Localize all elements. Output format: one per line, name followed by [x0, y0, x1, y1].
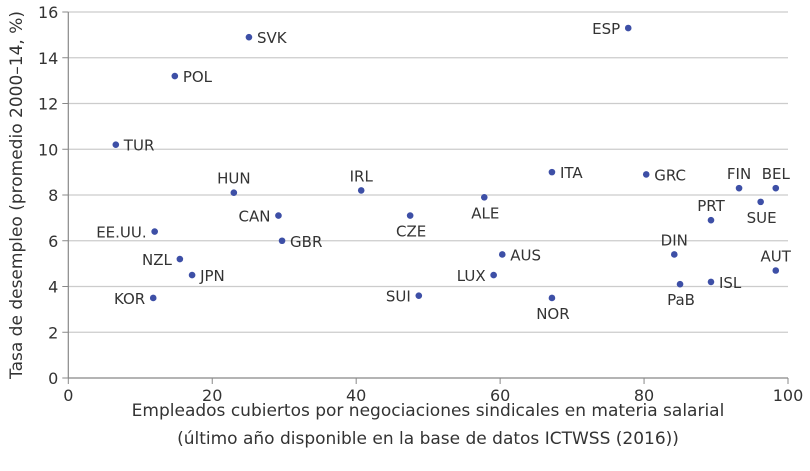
data-point-cze	[406, 212, 414, 219]
point-label: TUR	[123, 137, 155, 155]
point-label: NZL	[142, 251, 172, 269]
point-label: HUN	[217, 170, 250, 188]
point-label: POL	[183, 68, 213, 86]
data-point-can	[275, 212, 282, 219]
x-tick-label: 40	[346, 386, 366, 405]
x-tick-label: 100	[773, 386, 804, 405]
data-point-hun	[230, 189, 238, 197]
point-label: BEL	[762, 165, 791, 183]
point-label: FIN	[727, 165, 751, 183]
x-axis-title-line2: (último año disponible en la base de dat…	[177, 429, 679, 449]
y-tick-label: 0	[48, 369, 58, 388]
data-point-ale	[480, 193, 488, 201]
x-axis-title-line1: Empleados cubiertos por negociaciones si…	[132, 401, 725, 421]
y-axis-title: Tasa de desempleo (promedio 2000–14, %)	[7, 11, 27, 380]
point-label: NOR	[536, 305, 569, 323]
point-label: JPN	[199, 267, 225, 285]
data-points: SVK ESP POL TUR HUN IRL CAN CZE EE.UU. GBR NZL JPN K…	[96, 20, 792, 323]
point-label: ISL	[719, 274, 742, 292]
point-label: AUS	[510, 246, 541, 264]
x-tick-label: 60	[490, 386, 510, 405]
y-tick-label: 16	[38, 3, 58, 22]
point-label: EE.UU.	[96, 224, 146, 242]
data-point-grc	[642, 171, 650, 178]
y-tick-label: 4	[48, 278, 58, 297]
data-point-lux	[490, 271, 497, 279]
point-label: SUE	[747, 209, 777, 227]
y-tick-label: 12	[38, 95, 58, 114]
axes	[62, 11, 789, 384]
tick-labels: 0 2 4 6 8 10 12 14 16 0 20 40 60 80 100	[38, 3, 803, 405]
data-point-aus	[498, 251, 506, 258]
data-point-nzl	[176, 255, 184, 263]
data-point-irl	[357, 187, 365, 194]
data-point-pol	[171, 72, 179, 80]
point-label: CZE	[396, 223, 426, 241]
data-point-bel	[772, 184, 780, 192]
data-point-din	[670, 251, 678, 258]
point-label: IRL	[350, 167, 374, 185]
x-tick-label: 80	[634, 386, 654, 405]
data-point-prt	[707, 216, 715, 224]
data-point-nor	[548, 294, 556, 302]
point-label: GBR	[290, 233, 322, 251]
y-tick-label: 14	[38, 49, 58, 68]
point-label: AUT	[761, 247, 792, 265]
point-label: CAN	[238, 208, 270, 226]
data-point-sui	[415, 292, 423, 299]
data-point-ita	[548, 168, 556, 176]
point-label: SUI	[386, 288, 411, 306]
data-point-eeuu	[151, 228, 158, 235]
data-point-sue	[757, 198, 764, 206]
data-point-svk	[245, 33, 253, 41]
point-label: GRC	[654, 166, 686, 184]
point-label: KOR	[114, 290, 145, 308]
point-label: ALE	[471, 204, 499, 222]
data-point-gbr	[278, 237, 286, 245]
data-point-fin	[735, 184, 743, 192]
y-tick-label: 10	[38, 140, 58, 159]
x-tick-label: 20	[202, 386, 222, 405]
point-label: SVK	[257, 29, 288, 47]
data-point-kor	[149, 294, 157, 302]
point-label: ITA	[560, 164, 583, 182]
point-label: LUX	[457, 267, 486, 285]
y-tick-label: 8	[48, 186, 58, 205]
point-label: DIN	[661, 231, 688, 249]
data-point-jpn	[188, 271, 196, 279]
x-tick-label: 0	[63, 386, 73, 405]
data-point-pab	[676, 280, 684, 288]
data-point-isl	[707, 278, 715, 286]
y-tick-label: 6	[48, 232, 58, 251]
point-label: PaB	[667, 291, 695, 309]
data-point-esp	[624, 24, 632, 32]
y-tick-label: 2	[48, 323, 58, 342]
point-label: ESP	[592, 20, 620, 38]
point-label: PRT	[697, 197, 725, 215]
gridlines	[68, 11, 788, 333]
data-point-tur	[112, 141, 120, 148]
data-point-aut	[772, 267, 780, 274]
